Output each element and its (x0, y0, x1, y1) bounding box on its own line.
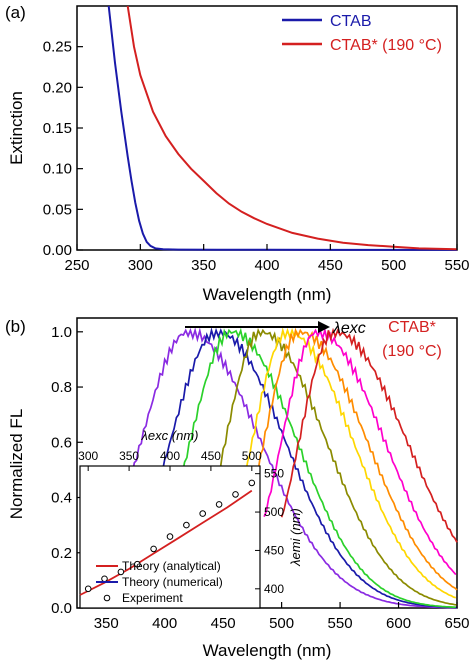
excitation-arrow-label: λexc (332, 320, 366, 337)
fl-spectrum-5 (245, 327, 458, 591)
panel-a-x-tick-label-6: 550 (444, 257, 469, 274)
inset-point-7 (199, 510, 206, 517)
panel-a-x-tick-label-5: 500 (381, 257, 406, 274)
excitation-arrow-head (318, 321, 330, 333)
inset-series-layer (79, 479, 256, 596)
inset-x-tick-label-2: 400 (160, 449, 180, 463)
inset-y-tick-label-3: 550 (264, 467, 284, 481)
panel-b-y-tick-label-4: 0.8 (51, 379, 72, 396)
inset-x-axis-title: λexc (nm) (141, 428, 199, 443)
panel-a-y-tick-label-2: 0.10 (43, 161, 72, 178)
panel-a-y-tick-label-0: 0.00 (43, 242, 72, 259)
panel-a-x-ticks: 250 300 350 400 450 500 550 (64, 244, 470, 274)
inset-y-tick-label-0: 400 (264, 582, 284, 596)
panel-b-y-tick-label-3: 0.6 (51, 434, 72, 451)
panel-b-label: (b) (5, 317, 26, 336)
inset-point-6 (183, 521, 190, 529)
inset-x-tick-label-4: 500 (242, 449, 262, 463)
panel-b-x-tick-label-0: 350 (94, 615, 119, 632)
inset-y-axis-title: λemi (nm) (288, 508, 303, 567)
legend-label-ctab: CTAB (330, 13, 371, 30)
panel-b-temperature-label: (190 °C) (382, 343, 442, 360)
panel-b-x-tick-label-5: 600 (386, 615, 411, 632)
panel-a-y-tick-label-5: 0.25 (43, 39, 72, 56)
inset-point-3 (134, 560, 141, 568)
panel-a-x-axis-title: Wavelength (nm) (203, 285, 332, 304)
panel-b-y-tick-label-1: 0.2 (51, 545, 72, 562)
inset-legend-label-numerical: Theory (numerical) (122, 575, 223, 589)
panel-b-y-ticks: 0.0 0.2 0.4 0.6 0.8 1.0 (51, 324, 83, 617)
fl-spectrum-3 (198, 327, 458, 606)
inset-point-5 (166, 533, 174, 540)
panel-a-y-tick-label-3: 0.15 (43, 120, 72, 137)
excitation-arrow: λexc (185, 320, 366, 337)
inset-point-0 (84, 585, 92, 593)
panel-a-x-tick-label-0: 250 (64, 257, 89, 274)
inset-point-8 (215, 501, 223, 508)
panel-a-chart: 250 300 350 400 450 500 550 0.000.050.100.150.… (5, 3, 470, 304)
panel-a-series-line-0 (107, 5, 457, 251)
panel-b-y-tick-label-0: 0.0 (51, 600, 72, 617)
inset-point-10 (248, 479, 256, 487)
inset-point-4 (150, 545, 157, 553)
panel-a-legend: CTAB CTAB* (190 °C) (282, 13, 442, 54)
fl-spectrum-2 (158, 327, 456, 609)
inset-point-2 (117, 568, 125, 576)
inset-y-ticks: 400 450 500 550 (255, 467, 284, 596)
panel-b-x-tick-label-3: 500 (269, 615, 294, 632)
panel-a-y-tick-label-4: 0.20 (43, 79, 72, 96)
panel-b-x-axis-title: Wavelength (nm) (203, 641, 332, 660)
panel-a-y-tick-label-1: 0.05 (43, 201, 72, 218)
panel-b-chart: 350 400 450 500 550 600 650 0.00.20.40.60.81.0… (5, 317, 470, 660)
panel-a-x-tick-label-1: 300 (128, 257, 153, 274)
fl-spectrum-1 (128, 327, 458, 609)
inset-legend-label-analytical: Theory (analytical) (122, 559, 221, 573)
panel-b-y-tick-label-2: 0.4 (51, 490, 72, 507)
panel-a-x-tick-label-2: 350 (191, 257, 216, 274)
inset-series-line-0 (79, 489, 253, 596)
fl-spectrum-7 (280, 327, 458, 543)
fl-spectrum-6 (263, 327, 457, 576)
panel-b-x-tick-label-4: 550 (328, 615, 353, 632)
panel-a-x-tick-label-4: 450 (318, 257, 343, 274)
inset-point-1 (101, 575, 108, 583)
panel-b-sample-label: CTAB* (388, 319, 436, 336)
panel-b-y-axis-title: Normalized FL (7, 409, 26, 520)
inset-x-tick-label-3: 450 (201, 449, 221, 463)
inset-y-tick-label-2: 500 (264, 505, 284, 519)
inset-x-tick-label-0: 300 (78, 449, 98, 463)
inset-y-tick-label-1: 450 (264, 543, 284, 557)
panel-a-y-ticks: 0.00 0.05 0.10 0.15 0.20 0.25 (43, 39, 83, 259)
inset-legend-marker-experiment (103, 594, 111, 602)
panel-a-series-line-1 (126, 5, 458, 251)
panel-a-label: (a) (5, 3, 26, 22)
panel-b-x-ticks: 350 400 450 500 550 600 650 (94, 602, 470, 632)
panel-b-x-tick-label-1: 400 (152, 615, 177, 632)
panel-a-y-axis-title: Extinction (7, 91, 26, 165)
inset-legend-label-experiment: Experiment (122, 591, 183, 605)
panel-b-x-tick-label-6: 650 (444, 615, 469, 632)
inset-point-9 (232, 491, 239, 498)
inset-x-tick-label-1: 350 (119, 449, 139, 463)
panel-b-x-tick-label-2: 450 (211, 615, 236, 632)
panel-b-plot-frame (76, 317, 458, 609)
panel-b-y-tick-label-5: 1.0 (51, 324, 72, 341)
legend-label-ctab-star: CTAB* (190 °C) (330, 37, 442, 54)
fl-spectrum-4 (228, 327, 457, 599)
panel-a-series-layer (107, 5, 458, 251)
panel-a-x-tick-label-3: 400 (254, 257, 279, 274)
inset-x-ticks: 300 350 400 450 500 (78, 449, 262, 471)
inset-legend: Theory (analytical) Theory (numerical) E… (96, 559, 223, 605)
